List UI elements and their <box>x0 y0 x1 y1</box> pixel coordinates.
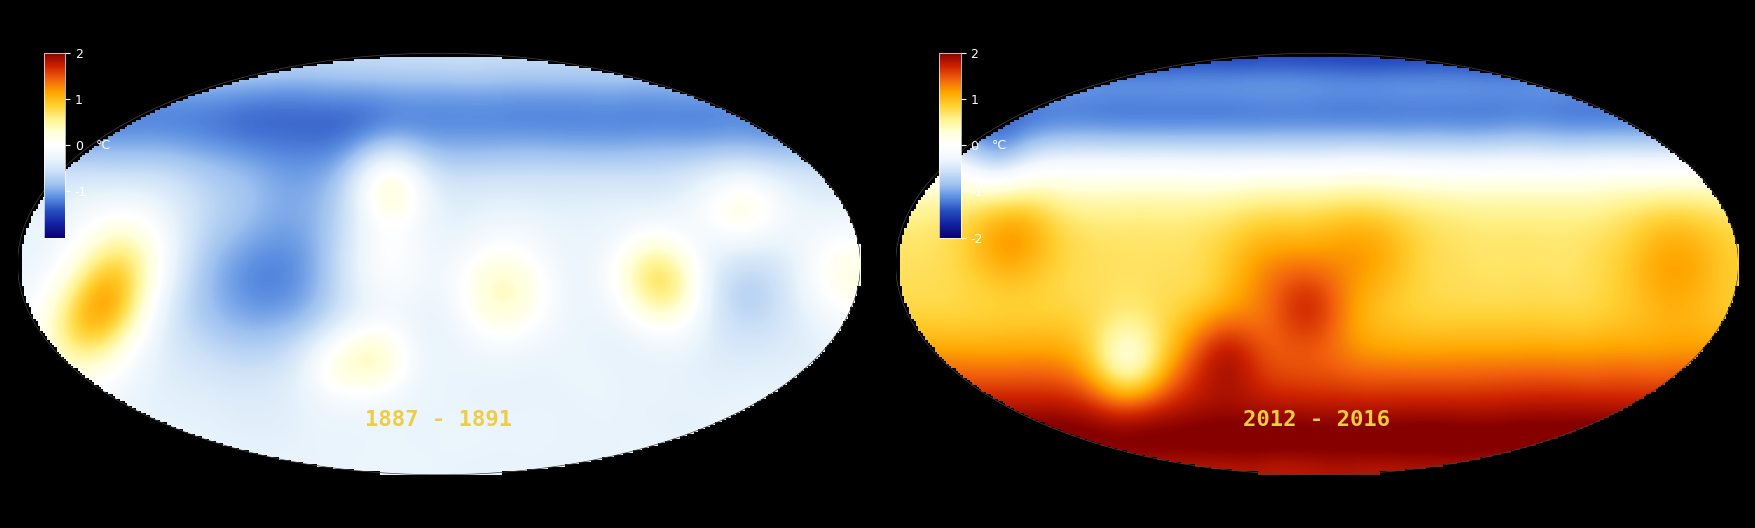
Y-axis label: °C: °C <box>992 139 1006 152</box>
Text: 2012 - 2016: 2012 - 2016 <box>1243 410 1390 430</box>
Y-axis label: °C: °C <box>97 139 111 152</box>
Text: 1887 - 1891: 1887 - 1891 <box>365 410 512 430</box>
